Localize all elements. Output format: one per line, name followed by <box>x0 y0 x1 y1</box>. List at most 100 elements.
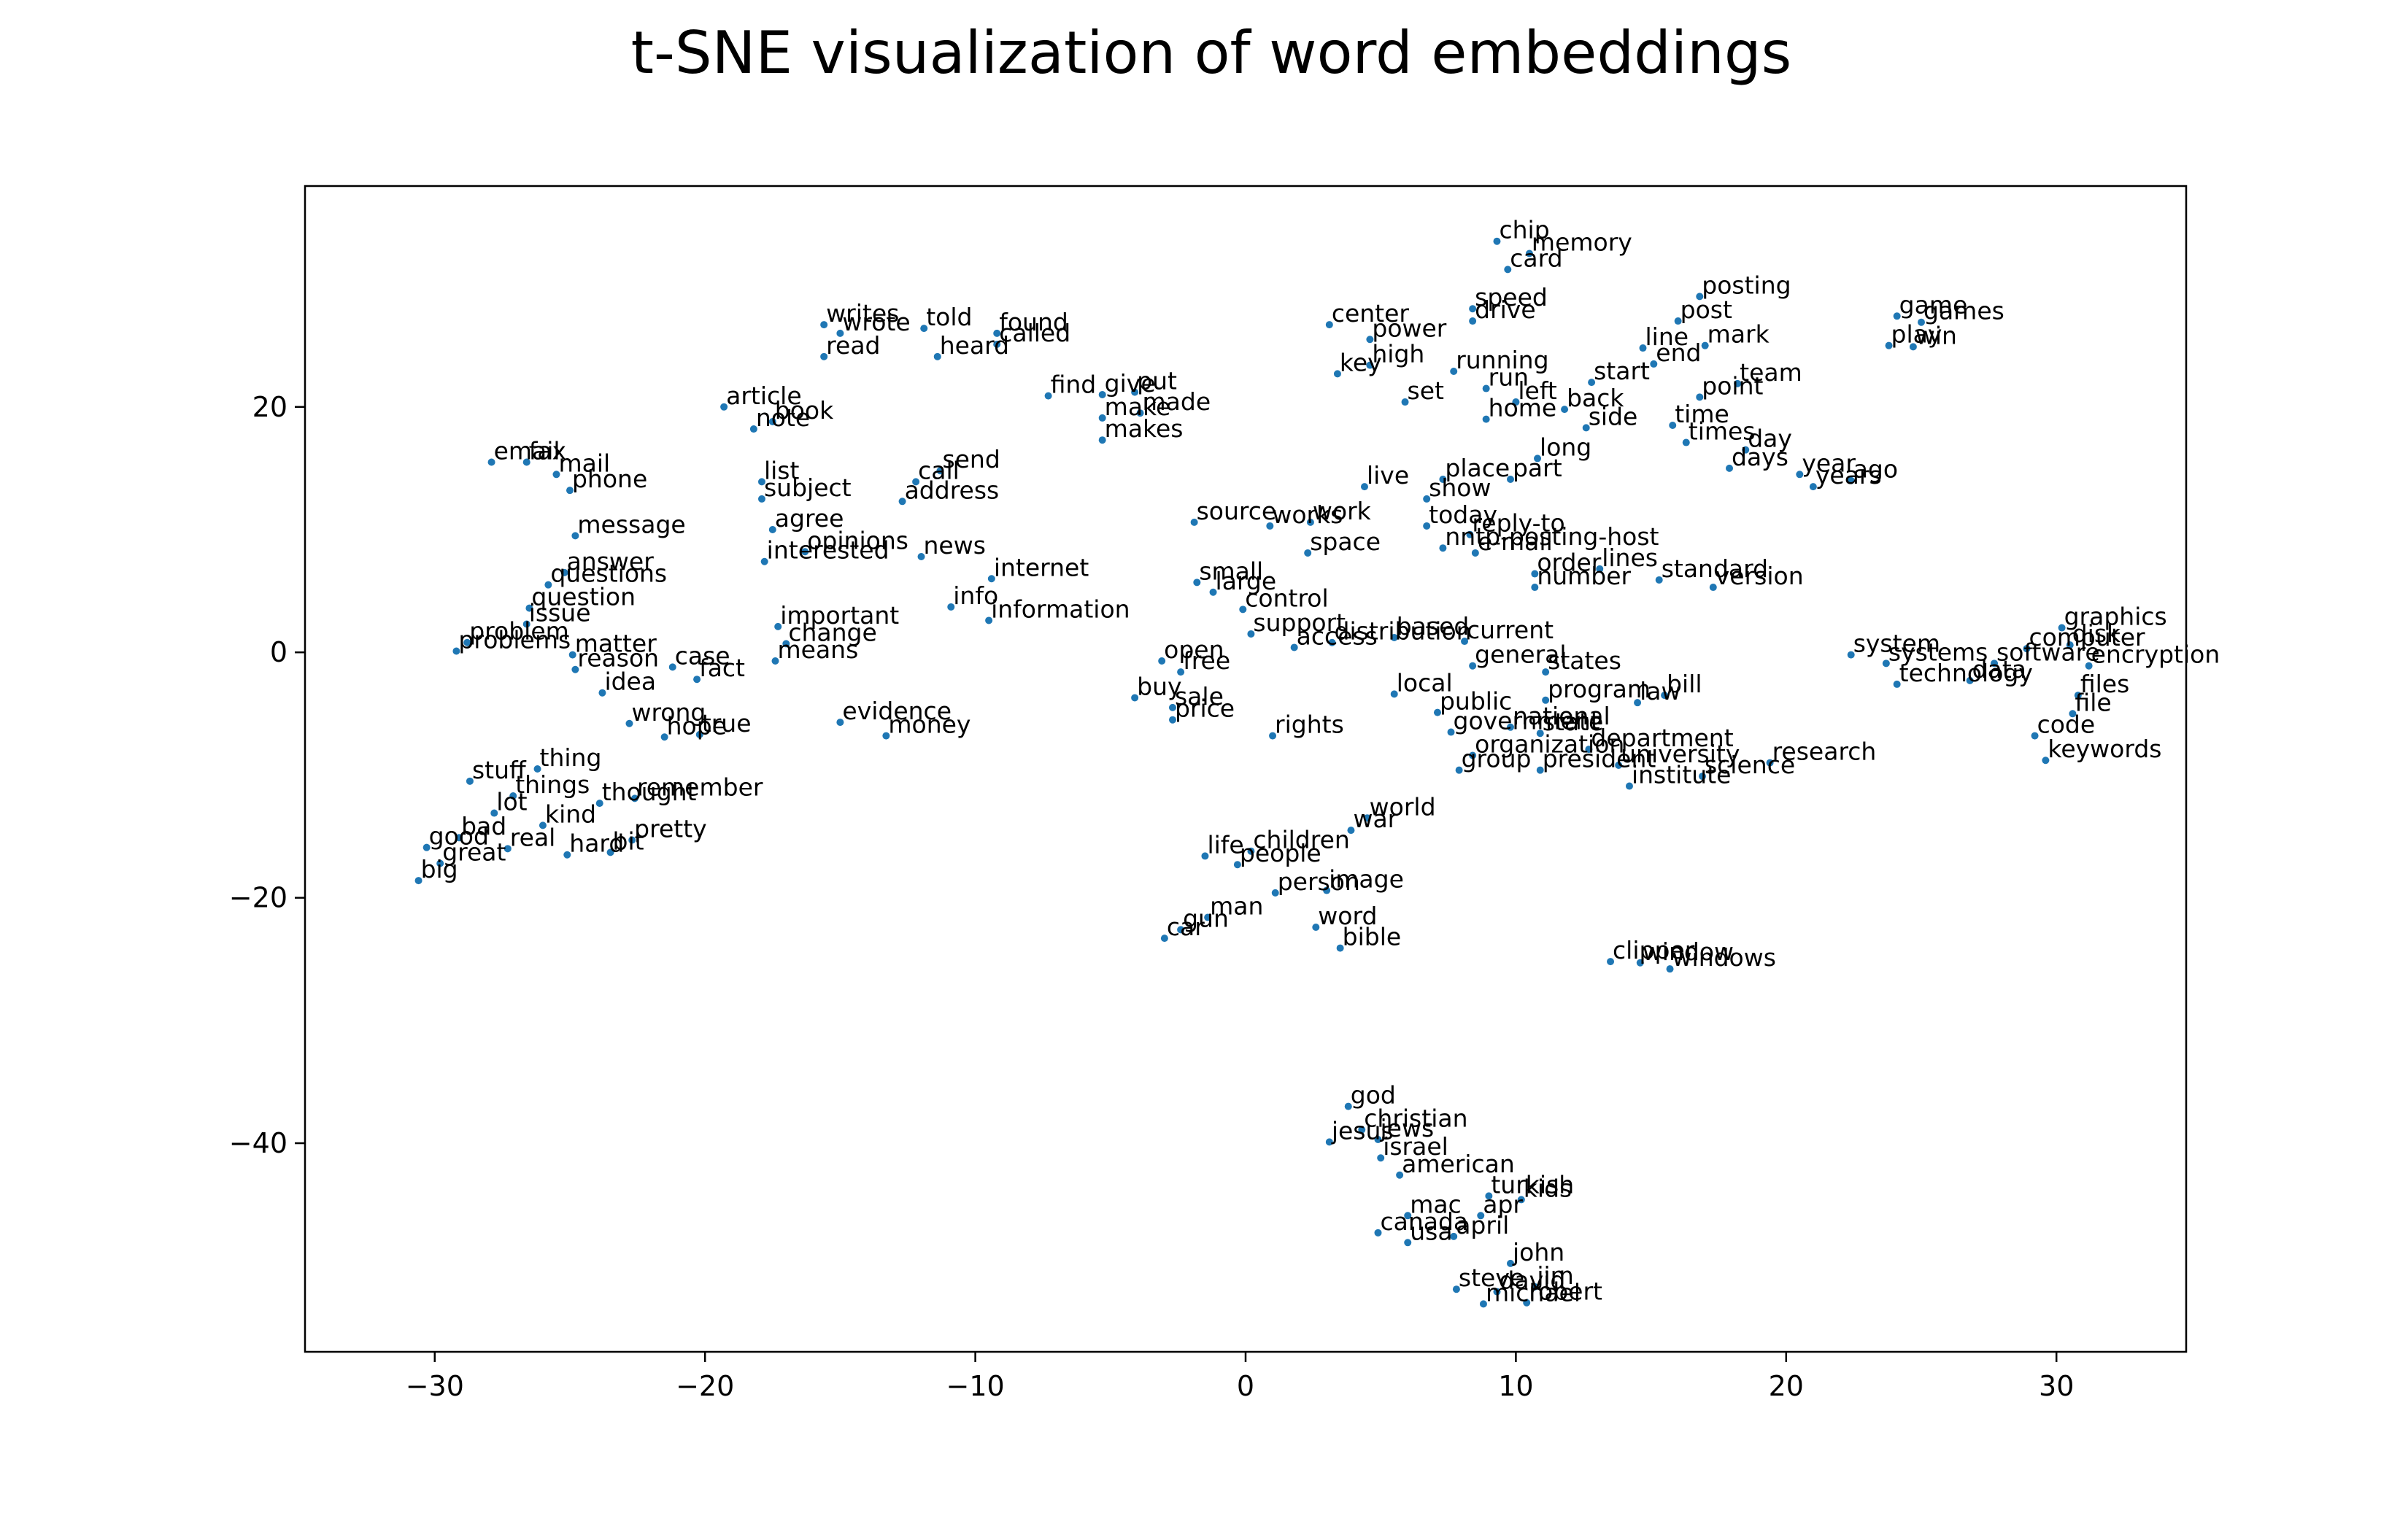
x-tick-label: 20 <box>1769 1370 1804 1402</box>
data-point <box>1168 716 1176 724</box>
point-label: news <box>924 531 986 560</box>
data-point <box>1325 1138 1333 1146</box>
data-point <box>630 794 638 802</box>
point-label: found <box>999 308 1068 336</box>
data-point <box>1209 588 1217 596</box>
point-label: hard <box>569 829 624 858</box>
point-label: great <box>442 838 506 867</box>
data-point <box>1290 643 1298 651</box>
point-label: give <box>1105 369 1156 398</box>
point-label: support <box>1253 608 1346 637</box>
point-label: local <box>1397 668 1453 697</box>
point-label: word <box>1318 902 1377 930</box>
x-tick-label: 10 <box>1498 1370 1533 1402</box>
data-point <box>1469 751 1477 759</box>
point-label: windows <box>1672 943 1776 972</box>
point-label: list <box>764 456 800 484</box>
point-label: usa <box>1410 1217 1452 1245</box>
data-point <box>774 622 782 630</box>
point-label: group <box>1462 745 1532 773</box>
point-label: work <box>1313 497 1372 525</box>
point-label: lot <box>496 788 527 816</box>
point-label: apr <box>1483 1190 1523 1218</box>
point-label: phone <box>572 465 647 493</box>
point-label: government <box>1454 707 1600 735</box>
point-label: buy <box>1137 672 1181 700</box>
point-label: turkish <box>1491 1170 1574 1199</box>
point-label: told <box>926 303 972 331</box>
point-label: change <box>788 618 876 646</box>
data-point <box>1193 579 1201 587</box>
point-label: high <box>1372 340 1424 368</box>
data-point <box>1506 723 1514 731</box>
point-label: public <box>1440 687 1512 716</box>
point-label: find <box>1051 371 1097 399</box>
point-label: national <box>1513 702 1610 730</box>
data-point <box>836 329 844 337</box>
data-point <box>1607 958 1615 966</box>
data-point <box>936 467 944 475</box>
point-label: encryption <box>2091 641 2220 669</box>
point-label: long <box>1540 433 1591 461</box>
point-label: answer <box>567 547 655 576</box>
point-label: nntp-posting-host <box>1445 522 1659 551</box>
y-tick-label: −40 <box>229 1127 288 1159</box>
point-label: state <box>1543 708 1604 736</box>
data-point <box>1504 266 1512 274</box>
data-point <box>1709 584 1717 592</box>
point-label: order <box>1537 549 1601 577</box>
point-label: end <box>1656 338 1701 367</box>
data-point <box>1447 728 1455 736</box>
data-point <box>1636 959 1644 967</box>
point-label: war <box>1353 805 1397 833</box>
point-label: kind <box>545 800 596 828</box>
x-tick-label: 0 <box>1237 1370 1254 1402</box>
point-label: matter <box>575 630 657 658</box>
point-label: bible <box>1343 923 1402 951</box>
data-point <box>1542 668 1550 676</box>
point-label: agree <box>775 504 844 533</box>
data-point <box>1439 476 1447 484</box>
data-point <box>882 732 890 740</box>
data-point <box>898 498 906 506</box>
point-label: department <box>1591 724 1733 752</box>
data-point <box>1433 708 1441 716</box>
x-axis: −30 −20 −10 0 10 20 30 <box>406 1352 2074 1402</box>
point-label: robert <box>1529 1277 1602 1306</box>
data-point <box>757 478 765 486</box>
point-label: idea <box>604 668 656 696</box>
data-point <box>985 616 993 624</box>
data-point <box>1098 436 1106 444</box>
data-point <box>533 765 541 773</box>
point-label: book <box>775 396 834 425</box>
data-point <box>1479 1300 1487 1308</box>
data-point <box>693 676 701 684</box>
data-point <box>1190 518 1198 526</box>
point-label: send <box>942 445 1000 473</box>
point-label: make <box>1105 392 1171 421</box>
data-point <box>560 568 568 576</box>
data-point <box>1493 237 1501 245</box>
point-label: left <box>1518 376 1557 405</box>
data-point <box>1561 406 1569 414</box>
data-point <box>987 575 995 583</box>
y-axis: 20 0 −20 −40 <box>229 391 305 1159</box>
data-point <box>1306 518 1314 526</box>
point-label: address <box>905 476 1000 504</box>
data-point <box>1966 676 1974 684</box>
data-point <box>628 836 636 844</box>
data-point <box>782 640 790 648</box>
point-label: thing <box>540 743 602 772</box>
data-point <box>1336 944 1344 952</box>
point-label: god <box>1351 1081 1396 1110</box>
data-point <box>1363 814 1371 822</box>
point-label: game <box>1899 290 1968 319</box>
data-point <box>1304 549 1312 557</box>
data-point <box>1847 651 1855 659</box>
point-label: control <box>1245 584 1328 612</box>
point-label: questions <box>550 560 667 588</box>
data-point <box>1177 668 1185 676</box>
data-point <box>1423 495 1431 503</box>
point-label: jesus <box>1331 1116 1394 1145</box>
point-label: thought <box>602 778 697 806</box>
